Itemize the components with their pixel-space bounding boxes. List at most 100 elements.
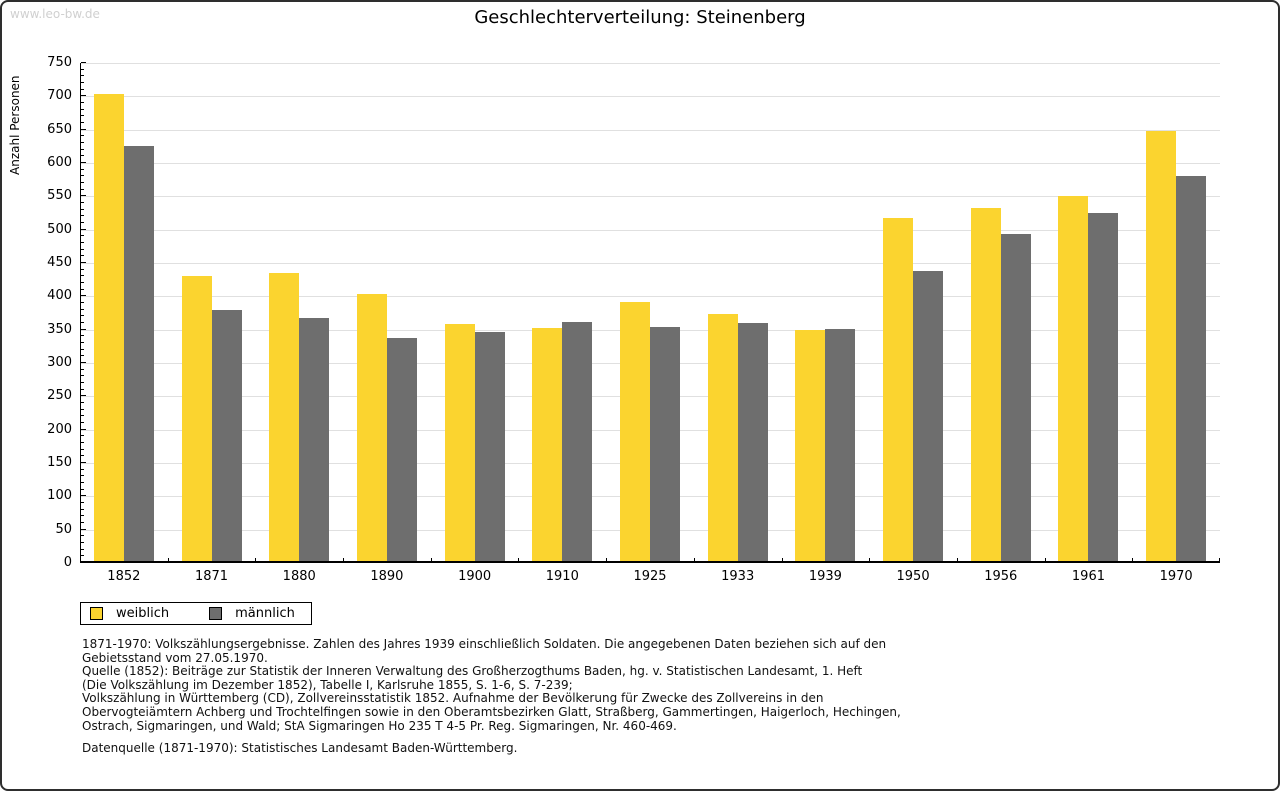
footnote-line: Quelle (1852): Beiträge zur Statistik de… xyxy=(82,664,863,679)
y-minor-tick xyxy=(81,188,84,190)
y-minor-tick xyxy=(81,422,84,423)
y-minor-tick xyxy=(81,215,84,217)
y-major-tick xyxy=(81,228,86,230)
maennlich-swatch xyxy=(209,607,223,620)
y-minor-tick xyxy=(81,288,84,290)
y-minor-tick xyxy=(81,388,84,390)
y-major-tick xyxy=(81,128,86,130)
x-boundary-tick xyxy=(781,558,783,563)
gridline xyxy=(80,129,1220,131)
y-minor-tick xyxy=(81,208,84,210)
y-major-tick xyxy=(81,462,86,463)
y-minor-tick xyxy=(81,235,84,237)
legend-label-maennlich: männlich xyxy=(235,606,295,621)
y-tick-label: 500 xyxy=(47,221,72,237)
x-boundary-tick xyxy=(80,558,81,563)
y-minor-tick xyxy=(81,202,84,203)
y-minor-tick xyxy=(81,408,84,410)
y-minor-tick xyxy=(81,302,84,303)
x-category-label: 1970 xyxy=(1159,569,1193,584)
data-source-line: Datenquelle (1871-1970): Statistisches L… xyxy=(82,741,518,756)
y-minor-tick xyxy=(81,355,84,357)
y-minor-tick xyxy=(81,415,84,417)
x-boundary-tick xyxy=(518,558,520,563)
bar-weiblich-1939 xyxy=(795,330,826,563)
y-major-tick xyxy=(81,562,86,563)
x-category-label: 1852 xyxy=(107,569,141,584)
bar-weiblich-1880 xyxy=(269,273,300,563)
x-category-label: 1871 xyxy=(194,569,229,584)
footnote-line: 1871-1970: Volkszählungsergebnisse. Zahl… xyxy=(82,637,887,651)
y-minor-tick xyxy=(81,435,84,437)
y-tick-label: 750 xyxy=(47,55,72,70)
x-boundary-tick xyxy=(430,558,432,563)
y-minor-tick xyxy=(81,468,84,470)
y-minor-tick xyxy=(81,315,84,317)
bar-männlich-1970 xyxy=(1176,176,1207,563)
bar-weiblich-1970 xyxy=(1146,131,1177,563)
y-minor-tick xyxy=(81,75,84,77)
y-minor-tick xyxy=(81,102,84,103)
plot-area: 1852 1871 1880 1890 1900 1910 1925 1933 1939 1950… xyxy=(47,56,1220,584)
bar-männlich-1900 xyxy=(474,332,505,563)
y-minor-tick xyxy=(81,508,84,510)
y-minor-tick xyxy=(81,142,84,143)
gridline xyxy=(80,296,1220,298)
x-category-label: 1961 xyxy=(1071,569,1105,584)
y-tick-label: 400 xyxy=(47,288,72,304)
footnote-line: Gebietsstand vom 27.05.1970. xyxy=(82,650,268,665)
bar-männlich-1939 xyxy=(825,329,856,563)
y-major-tick xyxy=(81,262,86,263)
y-minor-tick xyxy=(81,542,84,543)
y-major-tick xyxy=(81,162,86,163)
bar-weiblich-1910 xyxy=(532,328,563,563)
y-tick-label: 150 xyxy=(47,455,72,470)
y-minor-tick xyxy=(81,82,84,83)
y-minor-tick xyxy=(81,448,84,450)
gridline xyxy=(80,263,1220,264)
bar-männlich-1871 xyxy=(211,310,242,563)
y-minor-tick xyxy=(81,115,84,117)
y-tick-label: 550 xyxy=(47,188,72,204)
y-tick-label: 0 xyxy=(63,555,72,570)
y-minor-tick xyxy=(81,342,84,343)
y-minor-tick xyxy=(81,535,84,537)
x-category-label: 1933 xyxy=(721,569,755,584)
legend-item-weiblich: weiblich xyxy=(90,606,169,621)
bar-weiblich-1890 xyxy=(356,294,387,563)
y-tick-label: 250 xyxy=(47,388,72,404)
x-category-label: 1956 xyxy=(984,569,1018,584)
y-axis-line xyxy=(80,63,81,563)
x-boundary-tick xyxy=(343,558,345,563)
x-category-label: 1890 xyxy=(370,569,404,584)
y-minor-tick xyxy=(81,242,84,243)
bar-männlich-1950 xyxy=(913,271,944,563)
bar-weiblich-1871 xyxy=(181,276,212,563)
y-minor-tick xyxy=(81,122,84,123)
y-minor-tick xyxy=(81,275,84,277)
bar-männlich-1852 xyxy=(123,146,154,563)
y-minor-tick xyxy=(81,268,84,270)
y-minor-tick xyxy=(81,522,84,523)
bar-weiblich-1933 xyxy=(707,314,738,563)
y-major-tick xyxy=(81,95,86,97)
footnote-line: Obervogteiämtern Achberg und Trochtelfin… xyxy=(82,704,901,719)
x-boundary-tick xyxy=(869,558,871,563)
y-tick-label: 50 xyxy=(55,521,72,537)
x-category-label: 1950 xyxy=(896,569,930,584)
x-category-label: 1939 xyxy=(808,569,842,584)
y-major-tick xyxy=(81,295,86,297)
gridline xyxy=(80,63,1220,64)
chart-title: Geschlechterverteilung: Steinenberg xyxy=(474,7,806,28)
bar-weiblich-1950 xyxy=(883,218,914,563)
y-minor-tick xyxy=(81,282,84,283)
x-category-label: 1900 xyxy=(458,569,492,584)
footnote-line: (Die Volkszählung im Dezember 1852), Tab… xyxy=(82,677,573,692)
y-tick-label: 700 xyxy=(47,88,72,104)
legend-label-weiblich: weiblich xyxy=(116,606,170,621)
y-minor-tick xyxy=(81,335,84,337)
footnote-line: Ostrach, Sigmaringen, und Wald; StA Sigm… xyxy=(82,718,677,733)
x-boundary-tick xyxy=(606,558,608,563)
y-minor-tick xyxy=(81,308,84,310)
